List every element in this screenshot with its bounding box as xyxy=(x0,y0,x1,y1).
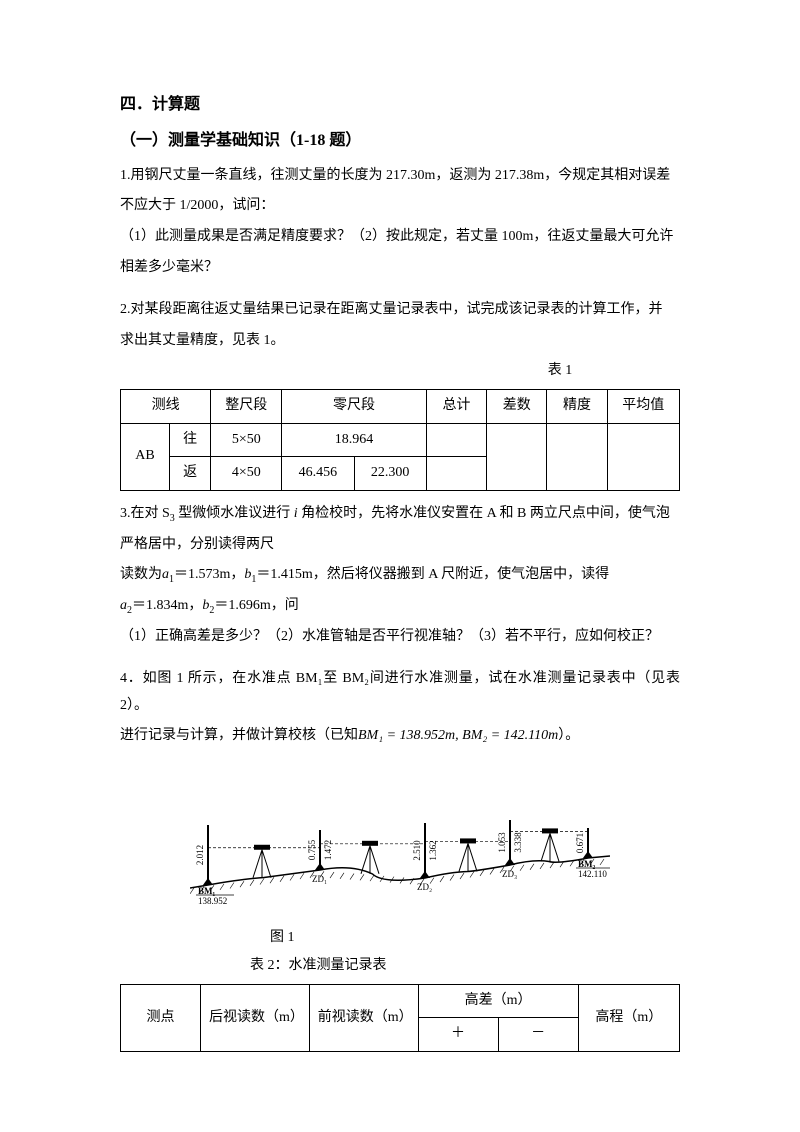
svg-text:0.755: 0.755 xyxy=(307,839,317,860)
th-station: 测点 xyxy=(121,984,201,1051)
text: ＝1.573m， xyxy=(174,567,244,582)
svg-text:BM₂: BM₂ xyxy=(578,859,595,869)
text: ＝1.696m，问 xyxy=(214,598,298,613)
text: 进行记录与计算，并做计算校核（已知 xyxy=(120,728,358,743)
th-line: 测线 xyxy=(121,389,211,423)
th-seg: 整尺段 xyxy=(211,389,282,423)
figure-1: 2.012 0.755 1.472 2.510 1.362 1.053 3.338 0.671… xyxy=(190,760,610,921)
math-expression: BM₁ = 138.952m, BM₂ = 142.110m xyxy=(358,728,558,743)
th-plus: ＋ xyxy=(418,1018,498,1052)
q1-line4: 相差多少毫米？ xyxy=(120,255,680,282)
table-2: 测点 后视读数（m） 前视读数（m） 高差（m） 高程（m） ＋ － xyxy=(120,984,680,1052)
q2-line1: 2.对某段距离往返丈量结果已记录在距离丈量记录表中，试完成该记录表的计算工作，并 xyxy=(120,297,680,324)
th-heightdiff: 高差（m） xyxy=(418,984,578,1018)
table1-caption: 表 1 xyxy=(440,358,680,385)
q4-line2: 进行记录与计算，并做计算校核（已知BM₁ = 138.952m, BM₂ = 1… xyxy=(120,723,680,750)
th-total: 总计 xyxy=(426,389,486,423)
svg-text:0.671: 0.671 xyxy=(575,833,585,853)
svg-text:ZD₁: ZD₁ xyxy=(312,874,327,884)
th-minus: － xyxy=(498,1018,578,1052)
table-row: AB 往 5×50 18.964 xyxy=(121,423,680,457)
q3-line2: 严格居中，分别读得两尺 xyxy=(120,532,680,559)
cell-empty xyxy=(426,457,486,491)
q3-line3: 读数为a1＝1.573m，b1＝1.415m，然后将仪器搬到 A 尺附近，使气泡… xyxy=(120,562,680,589)
cell-empty xyxy=(426,423,486,457)
subsection-heading: （一）测量学基础知识（1-18 题） xyxy=(120,126,680,156)
q1-line3: （1）此测量成果是否满足精度要求？（2）按此规定，若丈量 100m，往返丈量最大… xyxy=(120,224,680,251)
q1-line2: 不应大于 1/2000，试问： xyxy=(120,193,680,220)
cell-empty xyxy=(547,423,607,490)
cell-empty xyxy=(607,423,679,490)
cell-dir: 往 xyxy=(169,423,210,457)
svg-text:3.338: 3.338 xyxy=(513,832,523,853)
var-a: a xyxy=(120,598,127,613)
q3-line1: 3.在对 S3 型微倾水准议进行 i 角检校时，先将水准仪安置在 A 和 B 两… xyxy=(120,501,680,528)
var-a: a xyxy=(162,567,169,582)
table2-title: 表 2：水准测量记录表 xyxy=(250,953,680,980)
text: ＝1.834m， xyxy=(132,598,202,613)
th-avg: 平均值 xyxy=(607,389,679,423)
th-diff: 差数 xyxy=(487,389,547,423)
cell-zero1: 46.456 xyxy=(282,457,354,491)
leveling-diagram: 2.012 0.755 1.472 2.510 1.362 1.053 3.338 0.671… xyxy=(190,760,610,910)
th-elevation: 高程（m） xyxy=(578,984,679,1051)
svg-text:ZD₂: ZD₂ xyxy=(417,882,432,892)
th-backsight: 后视读数（m） xyxy=(201,984,310,1051)
q3-line4: a2＝1.834m，b2＝1.696m，问 xyxy=(120,593,680,620)
cell-dir: 返 xyxy=(169,457,210,491)
svg-text:BM₁: BM₁ xyxy=(198,886,215,896)
section-heading: 四．计算题 xyxy=(120,90,680,120)
cell-empty xyxy=(487,423,547,490)
q4-line1: 4．如图 1 所示，在水准点 BM₁至 BM₂间进行水准测量，试在水准测量记录表… xyxy=(120,666,680,719)
text: ＝1.415m，然后将仪器搬到 A 尺附近，使气泡居中，读得 xyxy=(256,567,609,582)
cell-zero2: 22.300 xyxy=(354,457,426,491)
svg-text:ZD₃: ZD₃ xyxy=(502,869,517,879)
table-row: 测线 整尺段 零尺段 总计 差数 精度 平均值 xyxy=(121,389,680,423)
text: ）。 xyxy=(558,728,579,743)
text: 读数为 xyxy=(120,567,162,582)
svg-text:1.053: 1.053 xyxy=(497,832,507,853)
q1-line1: 1.用钢尺丈量一条直线，往测丈量的长度为 217.30m，返测为 217.38m… xyxy=(120,163,680,190)
svg-text:2.510: 2.510 xyxy=(412,840,422,861)
cell-seg: 5×50 xyxy=(211,423,282,457)
svg-text:1.472: 1.472 xyxy=(323,840,333,860)
text: 3.在对 S xyxy=(120,506,170,521)
text: 角检校时，先将水准仪安置在 A 和 B 两立尺点中间，使气泡 xyxy=(298,506,670,521)
svg-text:138.952: 138.952 xyxy=(198,896,227,906)
table-row: 测点 后视读数（m） 前视读数（m） 高差（m） 高程（m） xyxy=(121,984,680,1018)
figure-caption: 图 1 xyxy=(270,925,680,952)
q3-line5: （1）正确高差是多少？（2）水准管轴是否平行视准轴？（3）若不平行，应如何校正？ xyxy=(120,624,680,651)
table-1: 测线 整尺段 零尺段 总计 差数 精度 平均值 AB 往 5×50 18.964… xyxy=(120,389,680,491)
text: 型微倾水准议进行 xyxy=(175,506,294,521)
th-zero: 零尺段 xyxy=(282,389,427,423)
cell-ab: AB xyxy=(121,423,170,490)
q2-line2: 求出其丈量精度，见表 1。 xyxy=(120,328,680,355)
svg-text:1.362: 1.362 xyxy=(428,840,438,860)
th-prec: 精度 xyxy=(547,389,607,423)
svg-text:142.110: 142.110 xyxy=(578,869,607,879)
cell-zero1: 18.964 xyxy=(282,423,427,457)
th-foresight: 前视读数（m） xyxy=(309,984,418,1051)
svg-text:2.012: 2.012 xyxy=(195,845,205,865)
cell-seg: 4×50 xyxy=(211,457,282,491)
